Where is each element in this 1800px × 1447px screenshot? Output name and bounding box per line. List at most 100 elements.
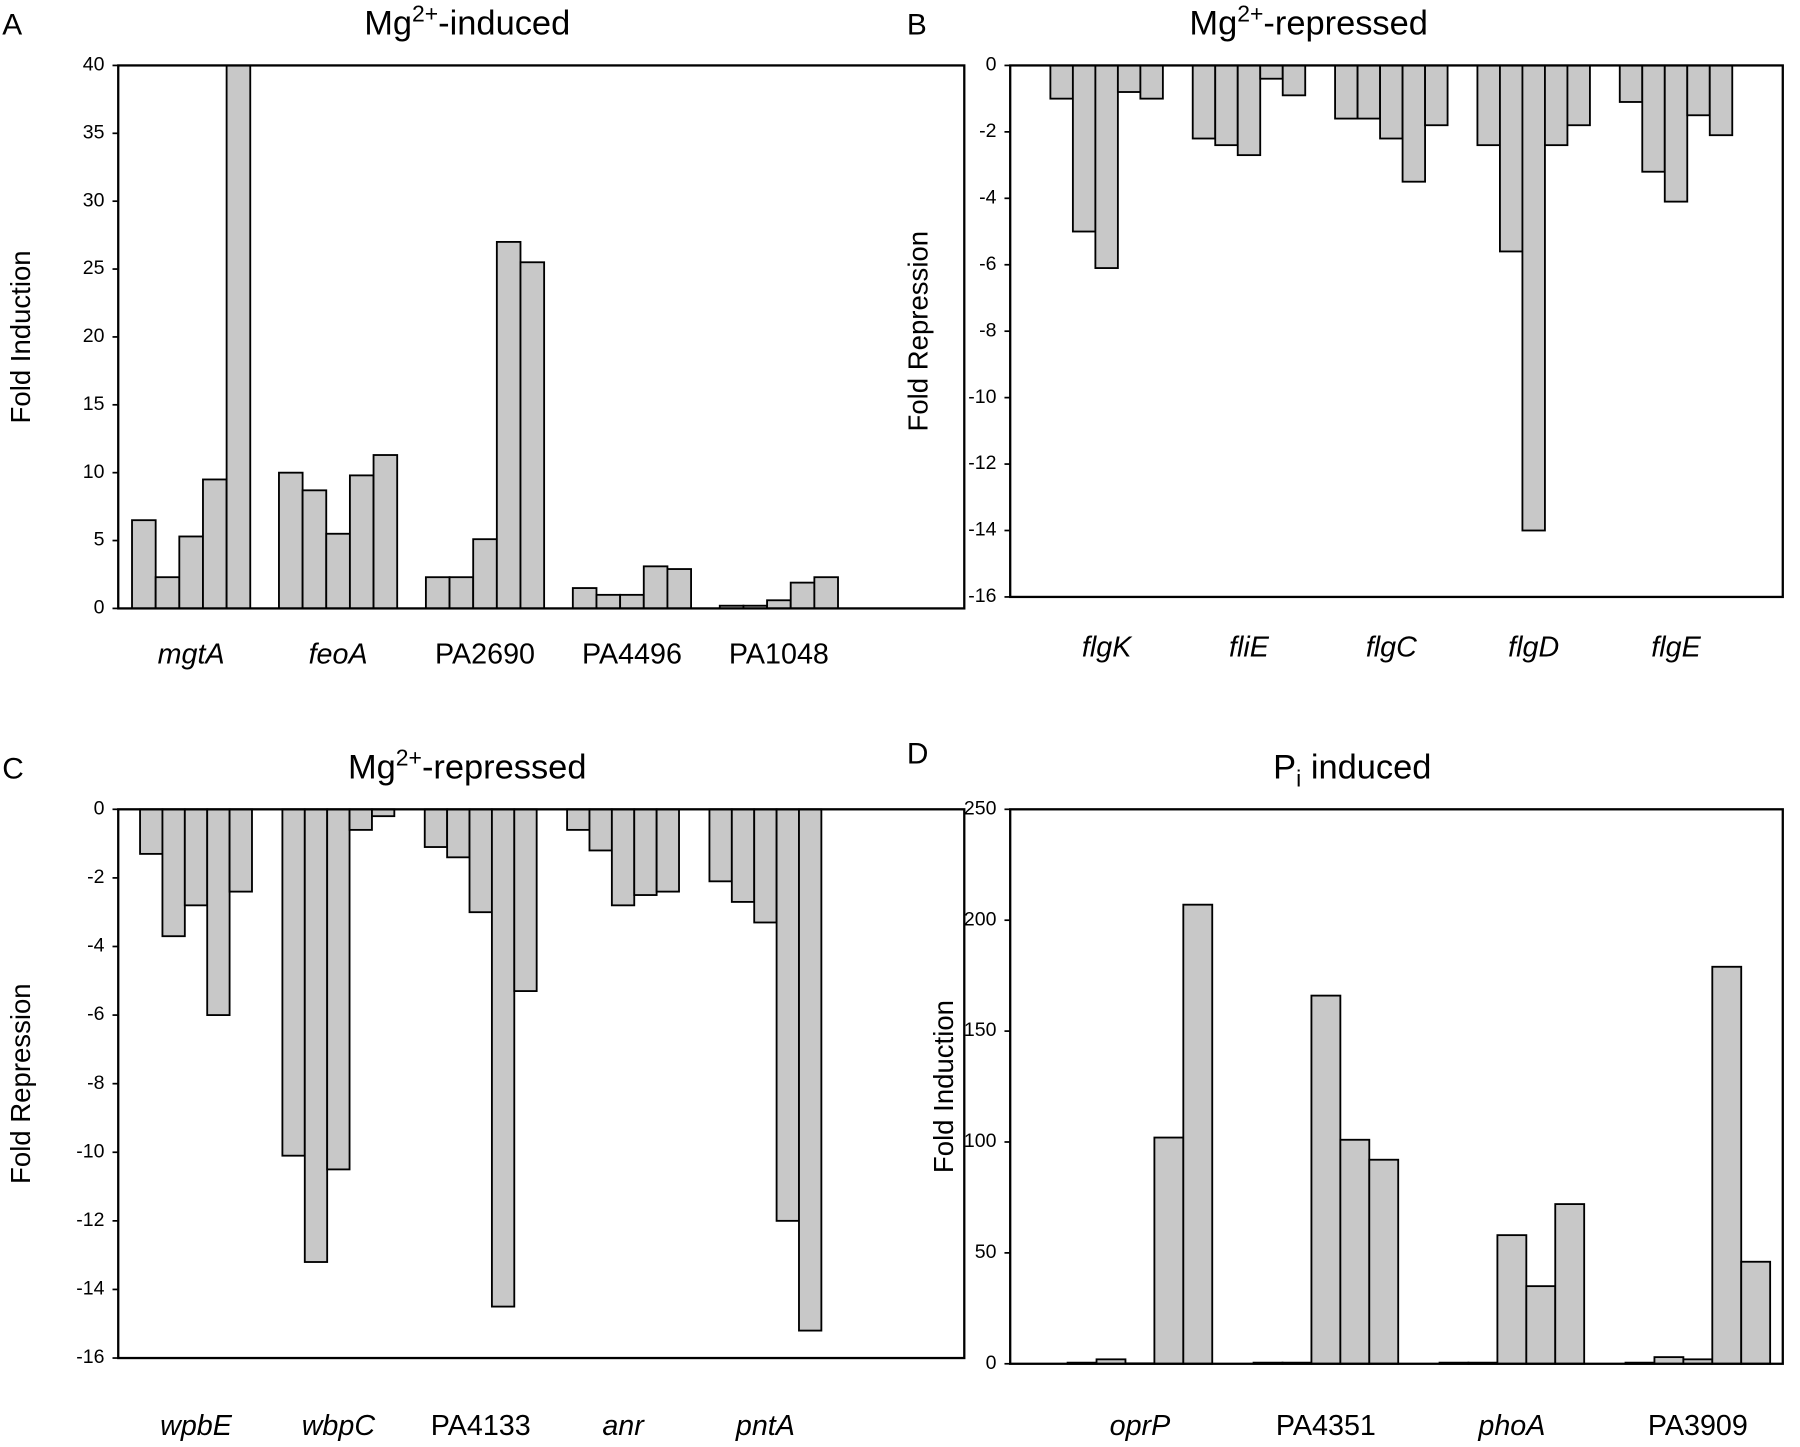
- bar: [372, 454, 399, 610]
- x-tick-label: PA4496: [582, 639, 682, 671]
- bar: [610, 808, 636, 907]
- bar: [1740, 1260, 1772, 1365]
- bar: [423, 808, 449, 848]
- bar: [1499, 64, 1524, 253]
- bar: [1094, 64, 1119, 269]
- y-tick-label: -12: [76, 1209, 104, 1231]
- chart-title: Mg2+-repressed: [348, 745, 587, 787]
- bar: [1214, 64, 1239, 147]
- y-tick-label: -12: [968, 452, 996, 474]
- y-tick-label: 40: [83, 54, 105, 76]
- bar: [131, 519, 157, 610]
- bar: [730, 808, 756, 903]
- y-tick-label: -10: [76, 1140, 104, 1162]
- bar: [424, 576, 451, 610]
- plot-frame: [1009, 808, 1784, 1365]
- y-tick-label: 30: [83, 189, 105, 211]
- title-part: 2+: [412, 1, 438, 27]
- bar: [1339, 1138, 1371, 1365]
- y-tick-label: -16: [968, 585, 996, 607]
- bar: [1525, 1285, 1557, 1365]
- y-tick-label: 25: [83, 257, 105, 279]
- bar: [766, 599, 792, 610]
- bar: [813, 576, 839, 610]
- x-tick-label: wbpC: [302, 1410, 376, 1442]
- x-tick-label: PA4351: [1276, 1410, 1376, 1442]
- y-tick-label: 0: [94, 797, 105, 819]
- bar: [202, 478, 228, 610]
- bar: [519, 261, 546, 610]
- bar: [775, 808, 800, 1222]
- x-tick-label: mgtA: [158, 639, 225, 671]
- bar: [1356, 64, 1381, 120]
- y-tick-label: -8: [87, 1072, 104, 1094]
- bar: [490, 808, 516, 1308]
- x-tick-label: flgE: [1651, 632, 1701, 664]
- y-tick-label: -14: [968, 519, 996, 541]
- x-tick-label: feoA: [309, 639, 368, 671]
- chart-title: Mg2+-repressed: [1189, 1, 1428, 43]
- bar: [633, 808, 658, 896]
- bar: [303, 808, 329, 1263]
- bar: [139, 808, 164, 855]
- bar: [495, 240, 522, 610]
- title-part: -induced: [438, 4, 570, 42]
- x-tick-label: flgD: [1508, 632, 1559, 664]
- bar: [1711, 965, 1743, 1365]
- bar: [448, 576, 475, 610]
- y-tick-label: -6: [87, 1003, 104, 1025]
- x-tick-label: PA4133: [431, 1410, 531, 1442]
- bar: [348, 474, 375, 610]
- y-tick-label: -16: [76, 1346, 104, 1368]
- bar: [326, 808, 351, 1171]
- bar: [708, 808, 733, 883]
- bar: [154, 576, 181, 610]
- title-part: Mg: [348, 748, 396, 786]
- y-tick-label: 0: [986, 1352, 997, 1374]
- y-tick-label: -10: [968, 386, 996, 408]
- bar: [1259, 64, 1284, 80]
- y-axis-label: Fold Repression: [903, 231, 934, 432]
- bar: [1049, 64, 1074, 100]
- panel-letter: A: [2, 8, 22, 41]
- y-tick-label: -4: [979, 186, 996, 208]
- bar: [666, 568, 692, 610]
- bar: [1496, 1234, 1528, 1365]
- y-tick-label: 50: [975, 1241, 997, 1263]
- bar: [161, 808, 186, 938]
- plot-frame: [117, 808, 966, 1360]
- x-tick-label: phoA: [1477, 1410, 1545, 1442]
- y-tick-label: -6: [979, 253, 996, 275]
- bar: [798, 808, 823, 1332]
- panel-letter: B: [907, 8, 927, 41]
- bar: [178, 535, 204, 610]
- bar: [472, 538, 498, 610]
- y-tick-label: 200: [964, 908, 997, 930]
- title-part: i: [1296, 765, 1301, 791]
- bar: [566, 808, 591, 831]
- plot-frame: [117, 64, 966, 610]
- bar: [1071, 64, 1097, 233]
- panel-letter: D: [907, 737, 929, 770]
- bar: [1663, 64, 1689, 203]
- bar: [1153, 1136, 1185, 1365]
- bar: [588, 808, 613, 852]
- y-tick-label: 5: [94, 529, 105, 551]
- bar: [1368, 1158, 1400, 1365]
- title-part: 2+: [396, 745, 422, 771]
- bar: [1191, 64, 1217, 140]
- bar: [1139, 64, 1164, 100]
- bar: [301, 489, 328, 610]
- y-tick-label: 150: [964, 1019, 997, 1041]
- bar: [1334, 64, 1359, 120]
- title-part: Mg: [364, 4, 412, 42]
- x-tick-label: oprP: [1110, 1410, 1171, 1442]
- bar: [228, 808, 253, 893]
- bar: [1686, 64, 1711, 117]
- y-tick-label: 10: [83, 461, 105, 483]
- y-tick-label: -8: [979, 319, 996, 341]
- bar: [225, 64, 252, 610]
- y-tick-label: 35: [83, 121, 105, 143]
- bar: [278, 471, 304, 610]
- y-tick-label: 20: [83, 325, 105, 347]
